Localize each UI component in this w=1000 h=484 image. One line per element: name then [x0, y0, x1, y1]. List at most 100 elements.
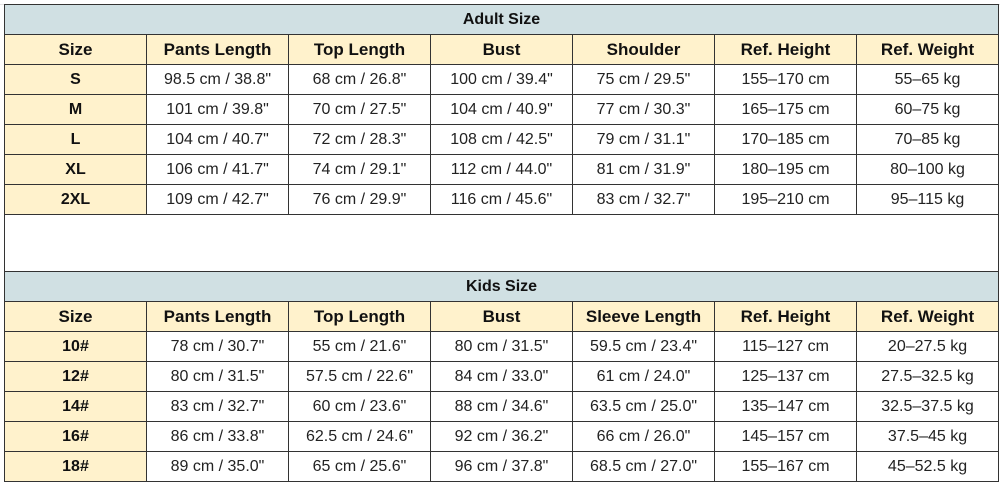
size-label-cell: 2XL — [4, 184, 147, 215]
measurement-cell: 112 cm / 44.0" — [430, 154, 573, 185]
column-header: Top Length — [288, 301, 431, 332]
measurement-cell: 88 cm / 34.6" — [430, 391, 573, 422]
measurement-cell: 108 cm / 42.5" — [430, 124, 573, 155]
measurement-cell: 68.5 cm / 27.0" — [572, 451, 715, 482]
column-header: Bust — [430, 34, 573, 65]
measurement-cell: 72 cm / 28.3" — [288, 124, 431, 155]
measurement-cell: 45–52.5 kg — [855, 451, 1000, 482]
measurement-cell: 135–147 cm — [714, 391, 857, 422]
measurement-cell: 60–75 kg — [855, 94, 1000, 125]
size-chart-table: Adult Size Size Pants Length Top Length Bust… — [3, 4, 1000, 482]
column-header: Shoulder — [572, 34, 715, 65]
adult-title-row: Adult Size — [3, 4, 1000, 35]
measurement-cell: 104 cm / 40.9" — [430, 94, 573, 125]
measurement-cell: 37.5–45 kg — [855, 421, 1000, 452]
measurement-cell: 80 cm / 31.5" — [430, 331, 573, 362]
table-row: M 101 cm / 39.8" 70 cm / 27.5" 104 cm / 40.… — [4, 94, 1000, 125]
measurement-cell: 20–27.5 kg — [855, 331, 1000, 362]
measurement-cell: 104 cm / 40.7" — [146, 124, 289, 155]
column-header: Pants Length — [146, 34, 289, 65]
measurement-cell: 83 cm / 32.7" — [146, 391, 289, 422]
measurement-cell: 170–185 cm — [714, 124, 857, 155]
measurement-cell: 57.5 cm / 22.6" — [288, 361, 431, 392]
table-row: L 104 cm / 40.7" 72 cm / 28.3" 108 cm / 42.… — [4, 124, 1000, 155]
measurement-cell: 76 cm / 29.9" — [288, 184, 431, 215]
measurement-cell: 80–100 kg — [855, 154, 1000, 185]
measurement-cell: 83 cm / 32.7" — [572, 184, 715, 215]
kids-title-row: Kids Size — [3, 271, 1000, 302]
column-header: Bust — [430, 301, 573, 332]
kids-section-title: Kids Size — [3, 271, 1000, 302]
measurement-cell: 55 cm / 21.6" — [288, 331, 431, 362]
column-header: Sleeve Length — [572, 301, 715, 332]
measurement-cell: 77 cm / 30.3" — [572, 94, 715, 125]
measurement-cell: 195–210 cm — [714, 184, 857, 215]
adult-header-row: Size Pants Length Top Length Bust Shoulder Re… — [4, 34, 1000, 65]
measurement-cell: 84 cm / 33.0" — [430, 361, 573, 392]
measurement-cell: 59.5 cm / 23.4" — [572, 331, 715, 362]
size-label-cell: 18# — [4, 451, 147, 482]
table-row: XL 106 cm / 41.7" 74 cm / 29.1" 112 cm / 44… — [4, 154, 1000, 185]
column-header: Ref. Height — [714, 301, 857, 332]
measurement-cell: 32.5–37.5 kg — [855, 391, 1000, 422]
size-label-cell: L — [4, 124, 147, 155]
measurement-cell: 68 cm / 26.8" — [288, 64, 431, 95]
measurement-cell: 109 cm / 42.7" — [146, 184, 289, 215]
measurement-cell: 145–157 cm — [714, 421, 857, 452]
table-row: 18# 89 cm / 35.0" 65 cm / 25.6" 96 cm / 37.… — [4, 451, 1000, 482]
size-label-cell: M — [4, 94, 147, 125]
measurement-cell: 98.5 cm / 38.8" — [146, 64, 289, 95]
measurement-cell: 70 cm / 27.5" — [288, 94, 431, 125]
measurement-cell: 78 cm / 30.7" — [146, 331, 289, 362]
size-label-cell: 10# — [4, 331, 147, 362]
measurement-cell: 96 cm / 37.8" — [430, 451, 573, 482]
column-header: Ref. Weight — [855, 34, 1000, 65]
size-label-cell: XL — [4, 154, 147, 185]
measurement-cell: 63.5 cm / 25.0" — [572, 391, 715, 422]
kids-header-row: Size Pants Length Top Length Bust Sleeve Len… — [4, 301, 1000, 332]
measurement-cell: 62.5 cm / 24.6" — [288, 421, 431, 452]
table-row: 12# 80 cm / 31.5" 57.5 cm / 22.6" 84 cm / 3… — [4, 361, 1000, 392]
size-label-cell: 12# — [4, 361, 147, 392]
measurement-cell: 27.5–32.5 kg — [855, 361, 1000, 392]
table-row: 2XL 109 cm / 42.7" 76 cm / 29.9" 116 cm / 4… — [4, 184, 1000, 215]
measurement-cell: 95–115 kg — [855, 184, 1000, 215]
table-row: 16# 86 cm / 33.8" 62.5 cm / 24.6" 92 cm / 3… — [4, 421, 1000, 452]
measurement-cell: 106 cm / 41.7" — [146, 154, 289, 185]
size-label-cell: 16# — [4, 421, 147, 452]
measurement-cell: 66 cm / 26.0" — [572, 421, 715, 452]
measurement-cell: 81 cm / 31.9" — [572, 154, 715, 185]
measurement-cell: 115–127 cm — [714, 331, 857, 362]
table-row: S 98.5 cm / 38.8" 68 cm / 26.8" 100 cm / 39… — [4, 64, 1000, 95]
measurement-cell: 86 cm / 33.8" — [146, 421, 289, 452]
measurement-cell: 74 cm / 29.1" — [288, 154, 431, 185]
measurement-cell: 180–195 cm — [714, 154, 857, 185]
empty-cell — [3, 214, 1000, 272]
size-label-cell: 14# — [4, 391, 147, 422]
measurement-cell: 155–170 cm — [714, 64, 857, 95]
size-label-cell: S — [4, 64, 147, 95]
measurement-cell: 79 cm / 31.1" — [572, 124, 715, 155]
spacer-row — [3, 214, 1000, 272]
column-header: Pants Length — [146, 301, 289, 332]
measurement-cell: 55–65 kg — [855, 64, 1000, 95]
measurement-cell: 65 cm / 25.6" — [288, 451, 431, 482]
measurement-cell: 75 cm / 29.5" — [572, 64, 715, 95]
measurement-cell: 92 cm / 36.2" — [430, 421, 573, 452]
measurement-cell: 165–175 cm — [714, 94, 857, 125]
adult-section-title: Adult Size — [3, 4, 1000, 35]
measurement-cell: 60 cm / 23.6" — [288, 391, 431, 422]
table-row: 10# 78 cm / 30.7" 55 cm / 21.6" 80 cm / 31.… — [4, 331, 1000, 362]
measurement-cell: 70–85 kg — [855, 124, 1000, 155]
column-header: Ref. Height — [714, 34, 857, 65]
measurement-cell: 80 cm / 31.5" — [146, 361, 289, 392]
column-header: Size — [4, 301, 147, 332]
column-header: Size — [4, 34, 147, 65]
measurement-cell: 61 cm / 24.0" — [572, 361, 715, 392]
column-header: Top Length — [288, 34, 431, 65]
measurement-cell: 100 cm / 39.4" — [430, 64, 573, 95]
column-header: Ref. Weight — [855, 301, 1000, 332]
measurement-cell: 101 cm / 39.8" — [146, 94, 289, 125]
measurement-cell: 125–137 cm — [714, 361, 857, 392]
table-row: 14# 83 cm / 32.7" 60 cm / 23.6" 88 cm / 34.… — [4, 391, 1000, 422]
